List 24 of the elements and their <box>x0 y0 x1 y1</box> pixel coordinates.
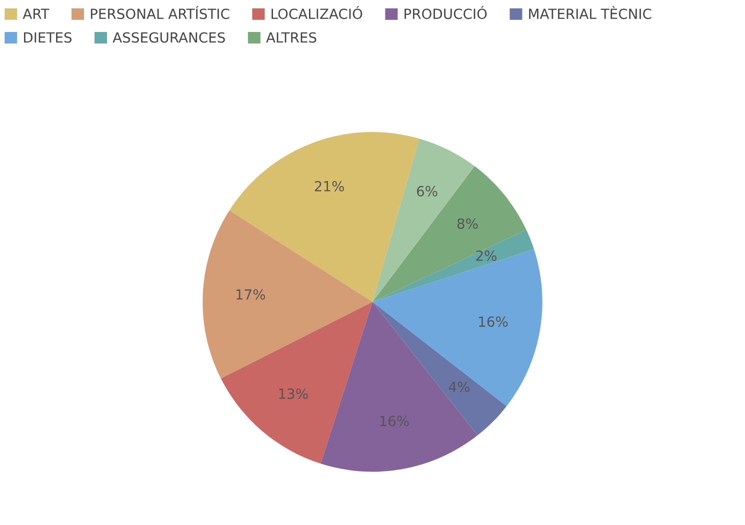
legend-label: PRODUCCIÓ <box>404 6 487 20</box>
legend-label: ALTRES <box>266 32 316 43</box>
legend-label: DIETES <box>24 32 72 43</box>
data-label: 17% <box>236 289 266 300</box>
data-label: 4% <box>448 382 470 392</box>
data-label: 6% <box>416 186 438 196</box>
data-label: 16% <box>479 316 508 327</box>
pie-slice <box>372 166 526 302</box>
data-label: 21% <box>314 180 344 192</box>
legend-label: MATERIAL TÈCNIC <box>529 6 652 20</box>
pie-slice <box>372 302 507 436</box>
legend-label: PERSONAL ARTÍSTIC <box>90 6 230 20</box>
data-label: 8% <box>457 218 478 229</box>
legend-label: ASSEGURANCES <box>112 32 225 43</box>
data-label: 16% <box>380 416 409 426</box>
pie-slice <box>372 230 534 302</box>
data-label: 13% <box>279 388 308 399</box>
data-label: 2% <box>476 250 496 261</box>
legend-label: ART <box>22 8 50 19</box>
pie-slice <box>202 210 372 378</box>
pie-slice <box>320 302 478 472</box>
pie-slice <box>220 302 372 464</box>
pie-slice <box>372 249 542 406</box>
legend-label: LOCALIZACIÓ <box>272 6 362 20</box>
